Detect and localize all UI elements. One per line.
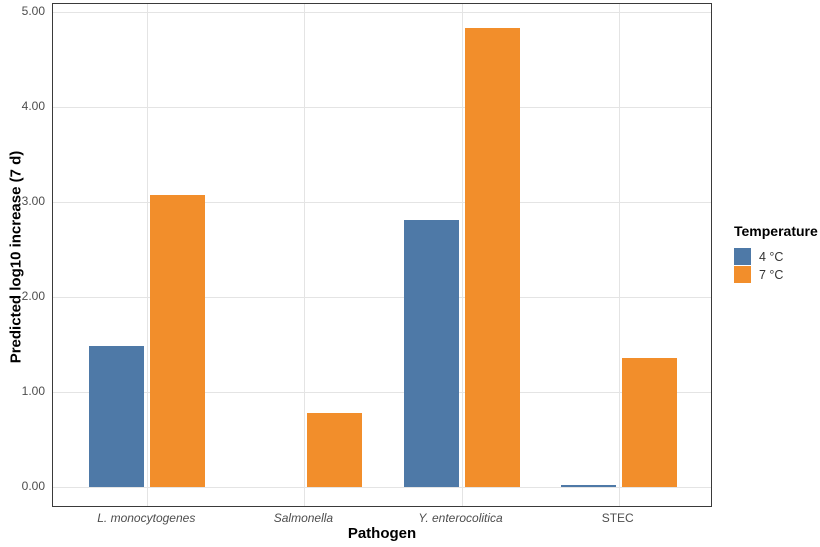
bar <box>464 28 520 487</box>
x-gridline <box>304 4 306 506</box>
legend-title: Temperature <box>734 223 818 239</box>
x-gridline <box>618 4 620 506</box>
y-axis-tick-label: 5.00 <box>21 3 45 18</box>
y-axis-tick-label: 2.00 <box>21 288 45 303</box>
legend-swatch-icon <box>734 248 751 265</box>
y-gridline <box>53 296 711 298</box>
x-axis-tick-label: STEC <box>601 511 634 525</box>
y-axis-tick-label: 3.00 <box>21 193 45 208</box>
legend-items: 4 °C 7 °C <box>734 248 818 283</box>
legend-swatch-icon <box>734 266 751 283</box>
y-axis-tick-label: 4.00 <box>21 98 45 113</box>
x-axis-tick-label: Salmonella <box>273 511 334 525</box>
x-axis-tick-label: L. monocytogenes <box>97 511 196 525</box>
plot-panel <box>52 3 712 507</box>
legend-item: 7 °C <box>734 266 818 283</box>
x-gridline <box>461 4 463 506</box>
y-gridline <box>53 106 711 108</box>
y-gridline <box>53 487 711 488</box>
y-gridline <box>53 11 711 13</box>
bar <box>89 346 145 487</box>
legend-label: 4 °C <box>759 249 784 264</box>
bar <box>307 413 363 487</box>
legend: Temperature 4 °C 7 °C <box>734 223 818 284</box>
legend-label: 7 °C <box>759 267 784 282</box>
legend-item: 4 °C <box>734 248 818 265</box>
x-axis-title: Pathogen <box>347 525 417 542</box>
y-gridline <box>53 201 711 203</box>
bar <box>150 195 206 487</box>
y-axis-title: Predicted log10 increase (7 d) <box>7 150 25 364</box>
x-gridline <box>147 4 149 506</box>
bar <box>621 358 677 487</box>
bar <box>560 485 616 487</box>
y-axis-tick-label: 0.00 <box>21 479 45 493</box>
bar <box>403 220 459 487</box>
y-gridline <box>53 391 711 393</box>
x-axis-tick-label: Y. enterocolitica <box>418 511 503 525</box>
y-axis-tick-label: 1.00 <box>21 383 45 398</box>
